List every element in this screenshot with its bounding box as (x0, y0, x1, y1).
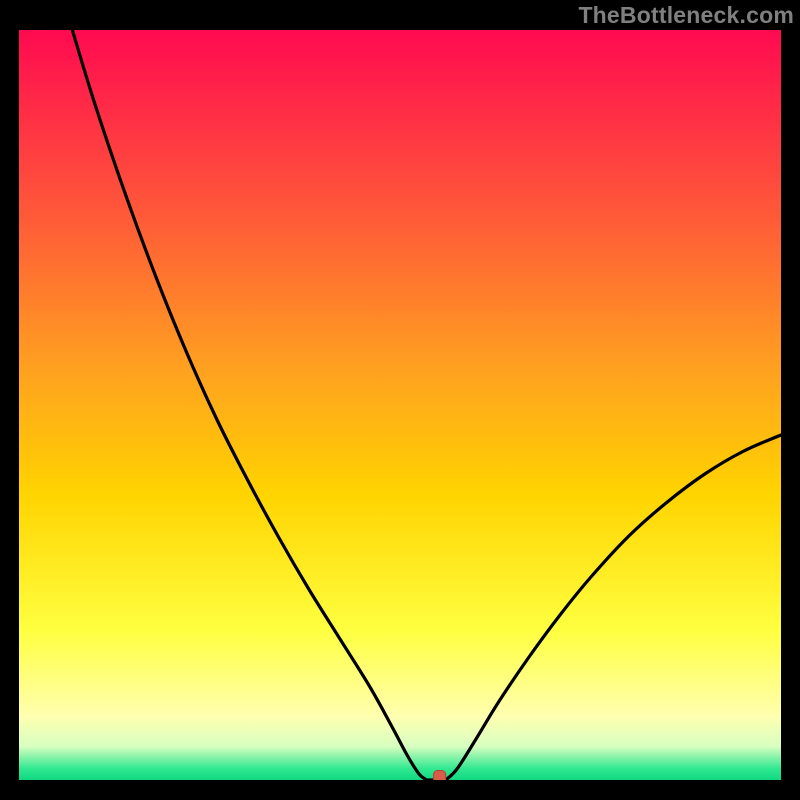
watermark-text: TheBottleneck.com (578, 2, 794, 29)
chart-background (19, 30, 781, 780)
bottleneck-chart (19, 30, 781, 780)
chart-container: TheBottleneck.com (0, 0, 800, 800)
optimal-point-marker (434, 771, 446, 781)
